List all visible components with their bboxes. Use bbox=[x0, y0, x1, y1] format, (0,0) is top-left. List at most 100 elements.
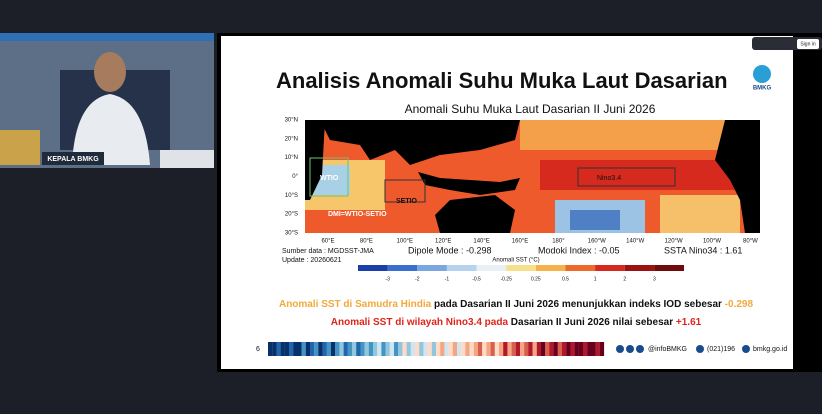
social: @infoBMKG bbox=[648, 346, 687, 353]
stripe bbox=[335, 342, 340, 356]
stripe bbox=[385, 342, 390, 356]
stripe bbox=[398, 342, 403, 356]
colorbar-tick: 0.5 bbox=[562, 276, 569, 282]
stripe bbox=[490, 342, 495, 356]
colorbar-segment bbox=[565, 265, 596, 271]
stripe bbox=[352, 342, 357, 356]
lon-label: 160°E bbox=[512, 239, 528, 245]
logo-text: BMKG bbox=[753, 86, 772, 92]
nino: SSTA Nino34 : 1.61 bbox=[664, 245, 742, 255]
summary-1: Anomali SST di Samudra Hindia pada Dasar… bbox=[279, 299, 753, 310]
stripe bbox=[310, 342, 315, 356]
stripe bbox=[507, 342, 512, 356]
sst-map bbox=[305, 120, 760, 233]
stripe bbox=[272, 342, 277, 356]
map-title: Anomali Suhu Muka Laut Dasarian II Juni … bbox=[405, 102, 656, 116]
stripe bbox=[486, 342, 491, 356]
stripe bbox=[515, 342, 521, 356]
stripe bbox=[331, 342, 336, 356]
stripe bbox=[587, 342, 592, 356]
lon-label: 80°W bbox=[743, 239, 758, 245]
stripe bbox=[599, 342, 605, 356]
lat-label: 10°S bbox=[285, 193, 298, 199]
colorbar-tick: -0.5 bbox=[472, 276, 481, 282]
stripe bbox=[431, 342, 437, 356]
stripe bbox=[482, 342, 487, 356]
colorbar-segment bbox=[358, 265, 388, 271]
stripe bbox=[297, 342, 302, 356]
stripe bbox=[499, 342, 504, 356]
colorbar-tick: -1 bbox=[445, 276, 450, 282]
stripe bbox=[364, 342, 369, 356]
web-icon bbox=[742, 345, 750, 353]
dipole: Dipole Mode : -0.298 bbox=[408, 245, 492, 255]
source: Sumber data : MGDSST-JMA bbox=[282, 248, 374, 255]
stripe bbox=[511, 342, 516, 356]
lon-label: 60°E bbox=[321, 239, 334, 245]
sign-in-button[interactable] bbox=[797, 39, 819, 49]
stripe bbox=[314, 342, 319, 356]
lon-label: 100°W bbox=[703, 239, 721, 245]
stripe bbox=[377, 342, 382, 356]
stripe bbox=[549, 342, 554, 356]
stripe bbox=[457, 342, 462, 356]
highlight: -0.298 bbox=[725, 299, 754, 310]
footer-stripes bbox=[268, 342, 605, 356]
lat-label: 30°N bbox=[285, 118, 298, 124]
stripe bbox=[553, 342, 558, 356]
stripe bbox=[284, 342, 290, 356]
stripe bbox=[524, 342, 529, 356]
text: pada Dasarian II Juni 2026 menunjukkan i… bbox=[431, 299, 724, 310]
stripe bbox=[595, 342, 600, 356]
stripe bbox=[440, 342, 445, 356]
logo-icon bbox=[753, 65, 771, 83]
colorbar-tick: 3 bbox=[653, 276, 656, 282]
colorbar-segment bbox=[624, 265, 655, 271]
page-number: 6 bbox=[256, 346, 260, 353]
colorbar-label: Anomali SST (°C) bbox=[492, 258, 539, 264]
video-caption: KEPALA BMKG bbox=[47, 156, 99, 163]
stripe bbox=[347, 342, 353, 356]
stripe bbox=[293, 342, 298, 356]
colorbar-tick: 2 bbox=[623, 276, 626, 282]
text: Dasarian II Juni 2026 nilai sebesar bbox=[508, 317, 676, 328]
colorbar-segment bbox=[535, 265, 566, 271]
slide-title: Analisis Anomali Suhu Muka Laut Dasarian bbox=[276, 68, 728, 93]
stripe bbox=[280, 342, 285, 356]
stripe bbox=[494, 342, 500, 356]
lat-label: 10°N bbox=[285, 155, 298, 161]
lon-label: 120°E bbox=[435, 239, 451, 245]
stripe bbox=[532, 342, 537, 356]
stripe bbox=[578, 342, 584, 356]
phone: (021)196 bbox=[707, 346, 735, 353]
colorbar-segment bbox=[446, 265, 477, 271]
highlight: Anomali SST di Samudra Hindia bbox=[279, 299, 432, 310]
stripe bbox=[545, 342, 550, 356]
stripe bbox=[566, 342, 571, 356]
lon-label: 140°W bbox=[626, 239, 644, 245]
stripe bbox=[419, 342, 424, 356]
stripe bbox=[394, 342, 399, 356]
region-label: WTIO bbox=[320, 175, 339, 182]
lon-label: 160°W bbox=[588, 239, 606, 245]
stripe bbox=[436, 342, 441, 356]
stripe bbox=[562, 342, 567, 356]
stripe bbox=[326, 342, 332, 356]
stripe bbox=[268, 342, 273, 356]
stripe bbox=[557, 342, 563, 356]
stripe bbox=[452, 342, 458, 356]
stripe bbox=[276, 342, 281, 356]
stripe bbox=[448, 342, 453, 356]
colorbar-segment bbox=[654, 265, 684, 271]
colorbar-segment bbox=[595, 265, 625, 271]
stripe bbox=[591, 342, 596, 356]
stripe bbox=[381, 342, 386, 356]
stripe bbox=[427, 342, 432, 356]
lon-label: 120°W bbox=[665, 239, 683, 245]
sign-in[interactable]: Sign in bbox=[800, 41, 816, 47]
stripe bbox=[570, 342, 575, 356]
lat-label: 0° bbox=[292, 174, 298, 180]
stripe bbox=[536, 342, 542, 356]
lon-label: 100°E bbox=[397, 239, 413, 245]
colorbar-tick: 1 bbox=[594, 276, 597, 282]
